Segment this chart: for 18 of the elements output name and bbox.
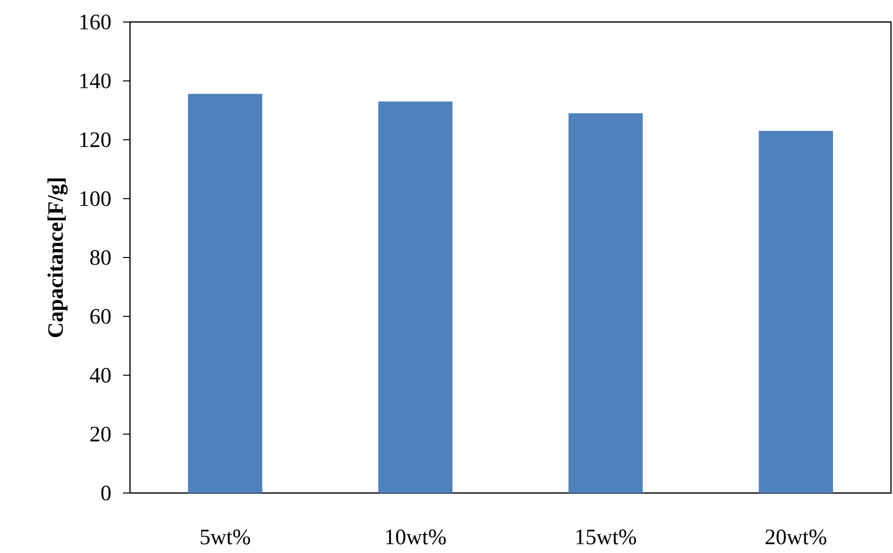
y-tick-label: 100 [80,191,111,206]
x-tick-label: 5wt% [200,530,250,544]
y-tick-label: 20 [90,426,111,442]
y-tick-label: 160 [80,14,111,30]
x-tick-label: 10wt% [386,530,446,544]
bar [568,113,643,493]
y-tick-label: 0 [101,486,111,500]
y-axis-title: Capacitance[F/g] [47,178,68,338]
x-tick-label: 15wt% [576,530,636,544]
x-tick-label: 20wt% [766,530,826,544]
y-tick-label: 40 [90,368,111,383]
bar [378,101,452,493]
y-tick-label: 140 [80,73,111,88]
bar [188,94,262,493]
bar [758,130,833,493]
y-tick-label: 60 [90,308,111,324]
y-tick-label: 80 [90,250,111,265]
y-tick-label: 120 [80,132,111,148]
